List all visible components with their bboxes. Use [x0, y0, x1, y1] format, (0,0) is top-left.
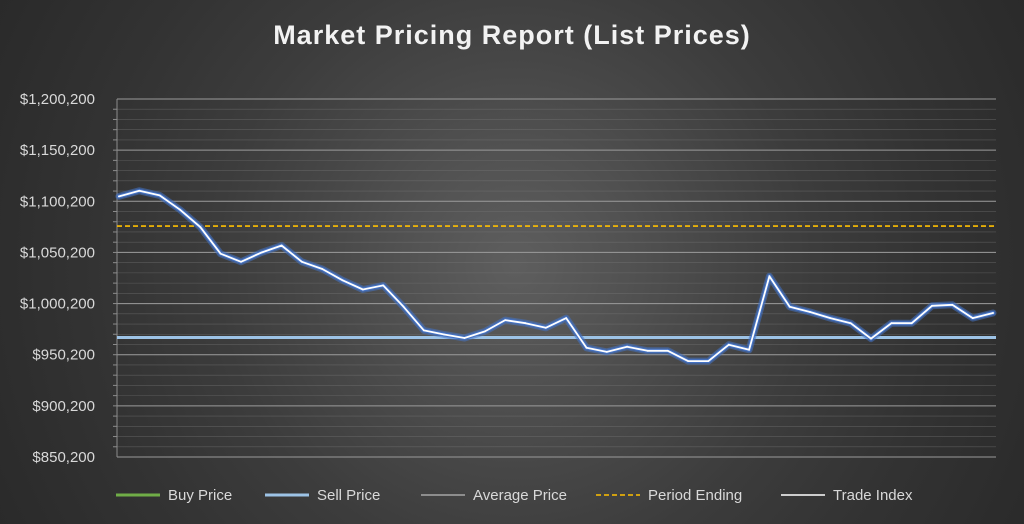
- trade-index-point: [809, 311, 811, 313]
- trade-index-point: [443, 333, 446, 336]
- trade-index-point: [890, 322, 893, 325]
- trade-index-point: [138, 189, 141, 192]
- trade-index-point: [768, 275, 771, 278]
- y-tick-label: $1,050,200: [20, 244, 95, 261]
- y-tick-label: $1,000,200: [20, 296, 95, 313]
- trade-index-point: [484, 330, 486, 333]
- trade-index-point: [341, 279, 344, 282]
- trade-index-point: [931, 304, 933, 307]
- legend-label: Period Ending: [648, 487, 742, 504]
- legend-label: Average Price: [473, 487, 567, 504]
- trade-index-point: [280, 244, 283, 247]
- y-tick-label: $1,200,200: [20, 91, 95, 108]
- trade-index-point: [910, 322, 913, 325]
- trade-index-point: [382, 284, 385, 287]
- trade-index-point: [240, 260, 242, 263]
- trade-index-glow: [115, 187, 997, 365]
- trade-index-point: [605, 351, 608, 353]
- trade-index-point: [626, 345, 628, 348]
- trade-index-point: [992, 312, 994, 314]
- y-tick-label: $1,100,200: [20, 193, 95, 210]
- trade-index-point: [687, 360, 689, 362]
- trade-index-point: [158, 194, 161, 197]
- legend-label: Sell Price: [317, 487, 380, 504]
- trade-index-point: [544, 326, 547, 329]
- trade-index-point: [423, 329, 425, 332]
- gridlines: [117, 98, 996, 458]
- plot-area: [115, 187, 997, 365]
- trade-index-point: [870, 337, 872, 340]
- trade-index-point: [301, 260, 303, 263]
- trade-index-point: [849, 322, 852, 325]
- trade-index-point: [118, 195, 120, 198]
- trade-index-point: [951, 303, 954, 306]
- trade-index-point: [504, 319, 507, 321]
- trade-index-point: [362, 288, 364, 291]
- y-tick-label: $850,200: [32, 449, 95, 466]
- trade-index-point: [971, 317, 974, 319]
- trade-index-point: [179, 208, 181, 211]
- trade-index-point: [646, 349, 649, 352]
- trade-index-point: [463, 337, 466, 339]
- trade-index-point: [199, 226, 202, 229]
- trade-index-point: [727, 343, 730, 346]
- trade-index-point: [748, 348, 750, 351]
- y-tick-label: $950,200: [32, 347, 95, 364]
- legend-label: Buy Price: [168, 487, 232, 504]
- trade-index-point: [565, 317, 568, 319]
- trade-index-point: [321, 268, 324, 270]
- trade-index-point: [788, 305, 791, 308]
- trade-index-point: [260, 251, 263, 254]
- trade-index-line: [118, 189, 994, 363]
- trade-index-point: [585, 346, 588, 349]
- chart-title: Market Pricing Report (List Prices): [273, 20, 751, 50]
- trade-index-point: [829, 317, 832, 319]
- legend-label: Trade Index: [833, 487, 913, 504]
- legend: Buy Price Sell Price Average Price Period E…: [116, 487, 913, 504]
- trade-index-point: [707, 360, 710, 362]
- y-axis: $850,200 $900,200 $950,200 $1,000,200 $1,050…: [20, 91, 118, 466]
- trade-index-point: [402, 305, 405, 308]
- y-tick-label: $900,200: [32, 398, 95, 415]
- trade-index-point: [524, 322, 527, 325]
- y-tick-label: $1,150,200: [20, 142, 95, 159]
- trade-index-point: [219, 252, 222, 255]
- trade-index-point: [666, 349, 669, 352]
